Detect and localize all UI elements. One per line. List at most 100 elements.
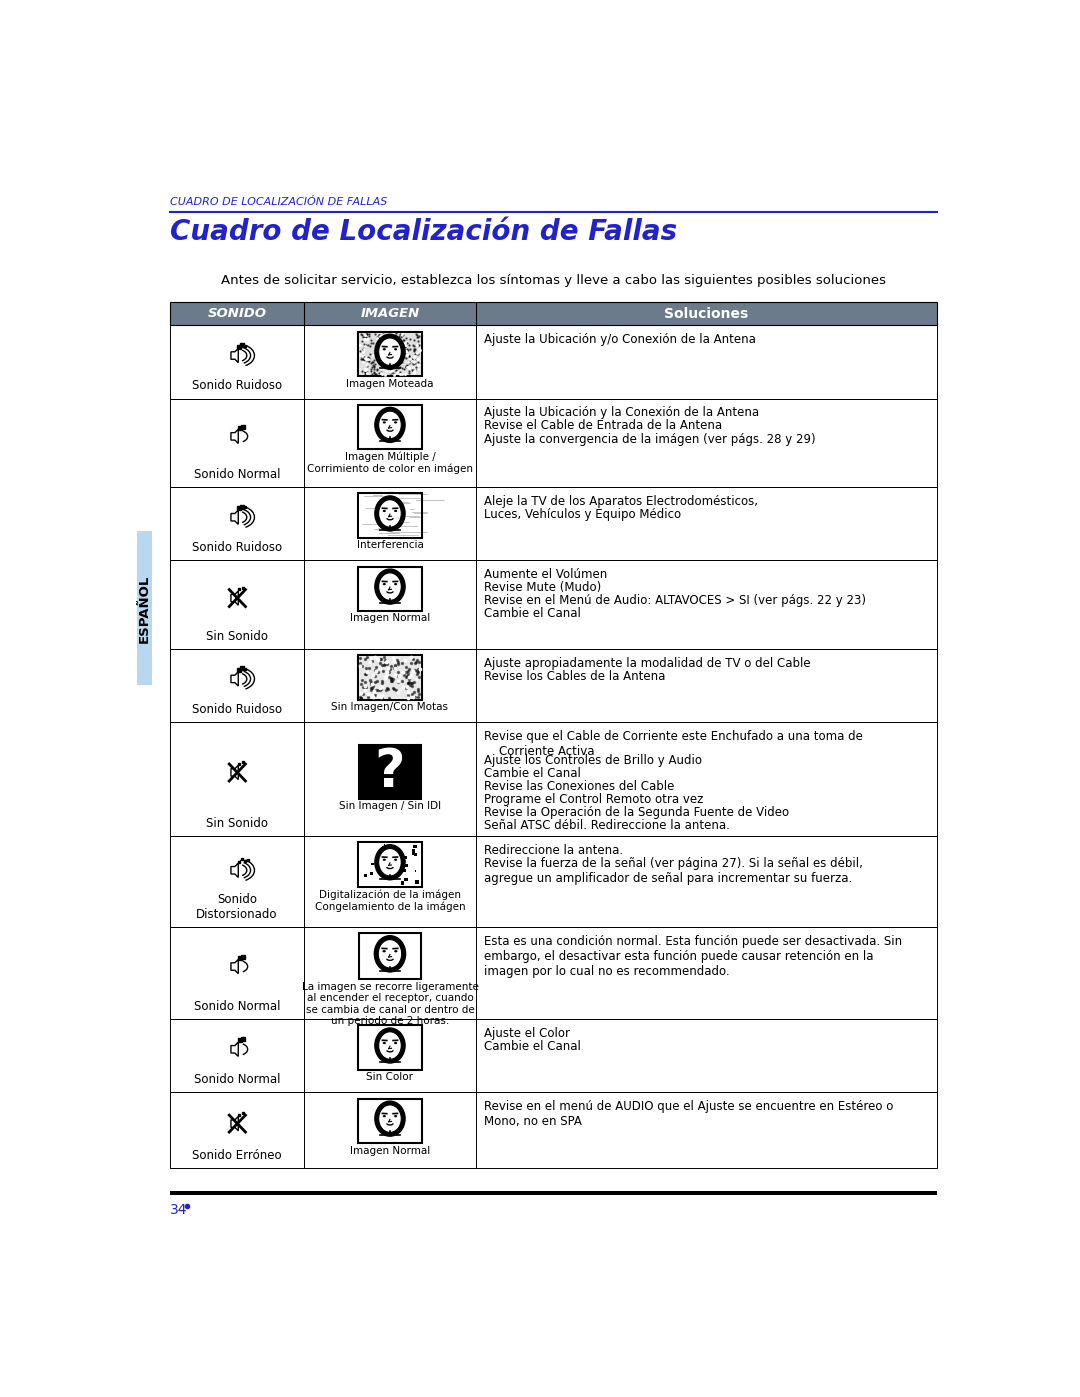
Point [403, 359, 420, 381]
Point [392, 327, 409, 349]
Bar [359, 655, 422, 700]
Point [360, 682, 377, 704]
Point [370, 648, 388, 671]
Bar [411, 852, 415, 855]
Ellipse shape [382, 950, 386, 953]
Point [405, 352, 422, 374]
Point [407, 686, 424, 708]
Bar [401, 859, 405, 863]
Bar [359, 567, 422, 610]
Text: Sonido Ruidoso: Sonido Ruidoso [192, 380, 282, 393]
Point [374, 349, 391, 372]
Point [389, 349, 406, 372]
Text: Revise el Cable de Entrada de la Antena: Revise el Cable de Entrada de la Antena [484, 419, 721, 433]
Point [389, 337, 406, 359]
Point [355, 327, 373, 349]
Point [396, 331, 414, 353]
Point [353, 360, 370, 383]
Text: La imagen se recorre ligeramente
al encender el receptor, cuando
se cambia de ca: La imagen se recorre ligeramente al ence… [301, 982, 478, 1027]
Point [382, 358, 400, 380]
Point [406, 338, 423, 360]
Point [379, 332, 396, 355]
Point [370, 326, 388, 348]
Point [380, 661, 397, 683]
Point [365, 675, 382, 697]
Point [397, 338, 415, 360]
Bar [364, 873, 367, 876]
Point [387, 349, 404, 372]
Point [382, 348, 400, 370]
Point [388, 323, 405, 345]
Bar [403, 869, 406, 873]
Bar [387, 858, 391, 862]
Point [383, 353, 401, 376]
Point [406, 352, 423, 374]
Point [354, 327, 372, 349]
Point [360, 348, 377, 370]
Bar [359, 842, 422, 887]
Text: Revise la fuerza de la señal (ver página 27). Si la señal es débil,
agregue un a: Revise la fuerza de la señal (ver página… [484, 856, 863, 884]
Point [378, 650, 395, 672]
Bar [360, 844, 420, 886]
Point [404, 349, 421, 372]
Point [399, 356, 416, 379]
Point [362, 335, 379, 358]
Point [373, 344, 390, 366]
Point [400, 339, 417, 362]
Point [382, 348, 400, 370]
Point [390, 661, 407, 683]
Point [384, 328, 402, 351]
Bar [170, 1092, 937, 1168]
Point [381, 344, 399, 366]
Point [376, 650, 393, 672]
Point [379, 678, 396, 700]
Point [374, 358, 391, 380]
Point [373, 678, 390, 700]
Point [354, 341, 372, 363]
Point [377, 349, 394, 372]
Point [396, 335, 414, 358]
Text: Revise Mute (Mudo): Revise Mute (Mudo) [484, 581, 600, 594]
Point [356, 679, 374, 701]
Point [389, 341, 406, 363]
Point [405, 335, 422, 358]
Point [351, 647, 368, 669]
Point [367, 323, 384, 345]
Ellipse shape [382, 510, 386, 513]
Point [367, 661, 384, 683]
Point [362, 651, 379, 673]
Point [378, 665, 395, 687]
Ellipse shape [375, 845, 405, 880]
Polygon shape [231, 429, 239, 443]
Point [367, 665, 384, 687]
Text: Señal ATSC débil. Redireccione la antena.: Señal ATSC débil. Redireccione la antena… [484, 819, 730, 833]
Text: Antes de solicitar servicio, establezca los síntomas y lleve a cabo las siguient: Antes de solicitar servicio, establezca … [221, 274, 886, 286]
Point [354, 348, 372, 370]
Point [366, 363, 383, 386]
Bar [414, 845, 417, 848]
Point [392, 363, 409, 386]
Point [397, 666, 415, 689]
Bar [359, 745, 421, 799]
Point [390, 671, 407, 693]
Point [367, 647, 384, 669]
Point [405, 359, 422, 381]
Point [399, 332, 416, 355]
Point [395, 358, 413, 380]
Point [378, 651, 395, 673]
Point [387, 326, 404, 348]
Point [357, 351, 375, 373]
Bar [383, 844, 386, 845]
Point [356, 664, 374, 686]
Text: Sonido
Distorsionado: Sonido Distorsionado [197, 893, 278, 921]
Text: ?: ? [375, 746, 405, 798]
Point [361, 348, 378, 370]
Point [400, 352, 417, 374]
Point [382, 655, 400, 678]
Polygon shape [231, 591, 239, 605]
Point [390, 669, 407, 692]
Point [390, 345, 407, 367]
Text: Ajuste la Ubicación y/o Conexión de la Antena: Ajuste la Ubicación y/o Conexión de la A… [484, 334, 756, 346]
Bar [405, 863, 408, 866]
Point [396, 334, 414, 356]
